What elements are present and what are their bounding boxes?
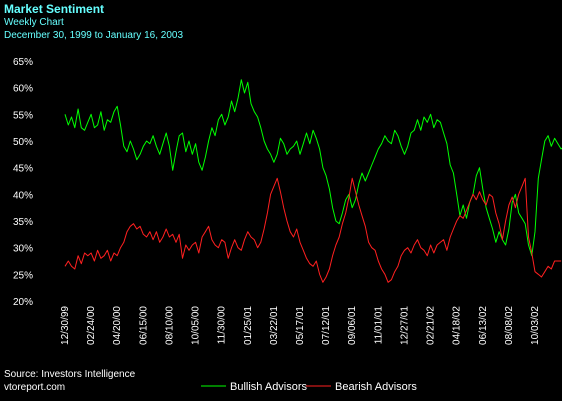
legend-bullish-label: Bullish Advisors — [230, 381, 308, 393]
y-tick-label: 55% — [13, 110, 33, 121]
x-tick-label: 04/20/00 — [112, 306, 123, 345]
x-tick-label: 01/25/01 — [243, 306, 254, 345]
x-tick-label: 08/10/00 — [164, 306, 175, 345]
x-tick-label: 10/03/02 — [530, 306, 541, 345]
date-range: December 30, 1999 to January 16, 2003 — [4, 30, 184, 41]
x-tick-label: 08/08/02 — [504, 306, 515, 345]
source-note: Source: Investors Intelligence — [4, 369, 136, 380]
chart-title: Market Sentiment — [4, 2, 105, 16]
y-tick-label: 35% — [13, 217, 33, 228]
y-tick-label: 60% — [13, 84, 33, 95]
y-tick-label: 30% — [13, 244, 33, 255]
site-name: vtoreport.com — [4, 382, 66, 393]
x-tick-label: 10/05/00 — [191, 306, 202, 345]
x-tick-label: 11/30/00 — [217, 306, 228, 345]
x-tick-label: 11/01/01 — [373, 306, 384, 345]
x-tick-label: 06/13/02 — [478, 306, 489, 345]
legend-bearish-label: Bearish Advisors — [335, 381, 417, 393]
x-tick-label: 07/12/01 — [321, 306, 332, 345]
bearish-advisors-line — [64, 177, 562, 283]
x-tick-label: 04/18/02 — [452, 306, 463, 345]
x-axis: 12/30/99 02/24/00 04/20/00 06/15/00 08/10/00… — [60, 306, 541, 345]
bullish-advisors-line — [64, 79, 562, 257]
x-tick-label: 02/21/02 — [426, 306, 437, 345]
y-axis: 20% 25% 30% 35% 40% 45% 50% 55% 60% 65% — [13, 57, 33, 308]
x-tick-label: 12/27/01 — [399, 306, 410, 345]
chart-subtitle: Weekly Chart — [4, 17, 64, 28]
x-tick-label: 03/22/01 — [269, 306, 280, 345]
y-tick-label: 65% — [13, 57, 33, 68]
x-tick-label: 12/30/99 — [60, 306, 71, 345]
series-layer — [64, 79, 562, 283]
y-tick-label: 45% — [13, 164, 33, 175]
legend: Bullish Advisors Bearish Advisors — [201, 381, 417, 393]
x-tick-label: 02/24/00 — [86, 306, 97, 345]
y-tick-label: 50% — [13, 137, 33, 148]
y-tick-label: 20% — [13, 297, 33, 308]
y-tick-label: 40% — [13, 190, 33, 201]
y-tick-label: 25% — [13, 270, 33, 281]
x-tick-label: 06/15/00 — [138, 306, 149, 345]
x-tick-label: 05/17/01 — [295, 306, 306, 345]
x-tick-label: 09/06/01 — [347, 306, 358, 345]
